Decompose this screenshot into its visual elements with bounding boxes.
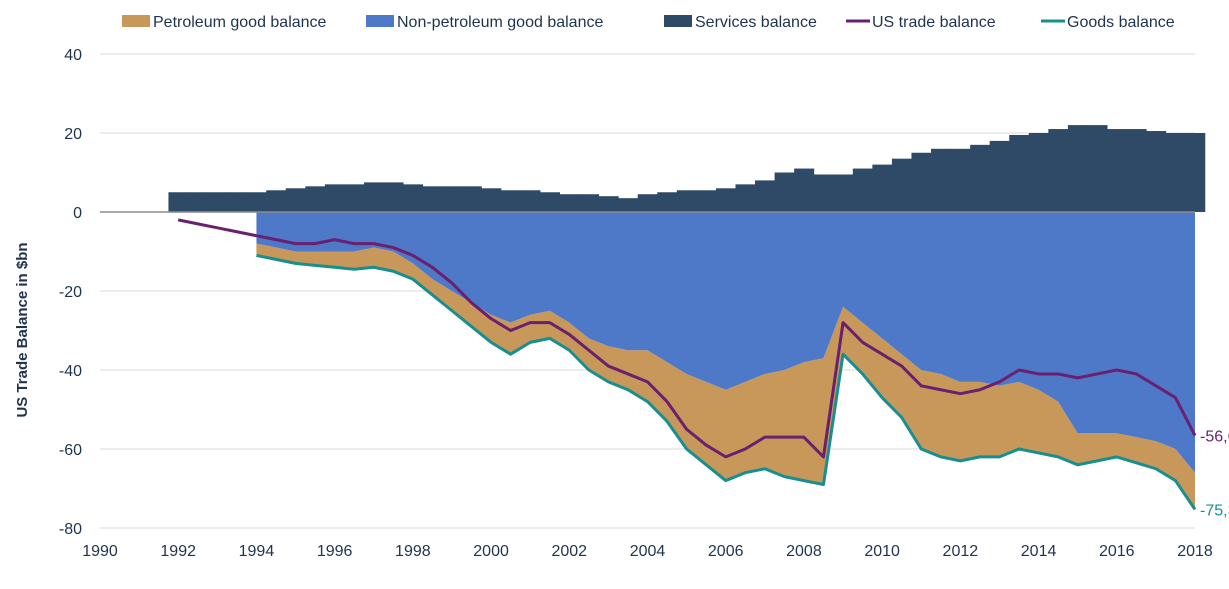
services-bar (1107, 129, 1128, 212)
x-tick-label: 2014 (1021, 543, 1057, 560)
services-bar (1067, 125, 1088, 212)
services-bar (422, 186, 443, 212)
services-bar (559, 194, 580, 212)
x-tick-label: 2016 (1099, 543, 1135, 560)
x-tick-label: 2000 (473, 543, 509, 560)
y-tick-label: -60 (59, 442, 82, 459)
x-tick-label: 1996 (317, 543, 353, 560)
y-tick-label: 40 (64, 47, 82, 64)
services-bar (579, 194, 600, 212)
x-tick-label: 1990 (82, 543, 118, 560)
services-bar (911, 152, 932, 212)
services-bar (1185, 133, 1206, 212)
services-bar (1087, 125, 1108, 212)
area-series (256, 212, 1195, 509)
x-tick-label: 2002 (551, 543, 587, 560)
services-bar (344, 184, 365, 212)
services-bar (305, 186, 326, 212)
services-bar (324, 184, 345, 212)
services-bar (715, 188, 736, 212)
services-bar (696, 190, 717, 212)
services-bar (539, 192, 561, 212)
legend-swatch (664, 15, 692, 27)
y-tick-label: 20 (64, 126, 82, 143)
y-tick-label: -80 (59, 521, 82, 538)
x-tick-label: 2010 (864, 543, 900, 560)
services-bar (813, 174, 834, 212)
services-bar (676, 190, 697, 212)
services-bar (755, 180, 776, 212)
non-petroleum-area (256, 212, 1195, 473)
goods-balance-line (256, 253, 1197, 511)
services-bar (187, 192, 209, 212)
x-tick-label: 1992 (160, 543, 196, 560)
services-bar (500, 190, 521, 212)
x-tick-label: 2008 (786, 543, 822, 560)
services-bar (598, 196, 619, 212)
services-bar (227, 192, 248, 212)
y-tick-label: 0 (73, 205, 82, 222)
services-bar (833, 174, 854, 212)
services-bar (207, 192, 228, 212)
end-labels: -56,6 -75,3 (1200, 429, 1229, 520)
x-tick-label: 2006 (708, 543, 744, 560)
services-bar (774, 172, 795, 212)
end-value-label: -75,3 (1200, 502, 1229, 519)
y-tick-label: -20 (59, 284, 82, 301)
legend-label: Services balance (695, 14, 817, 31)
x-tick-label: 1994 (239, 543, 275, 560)
y-tick-label: -40 (59, 363, 82, 380)
services-bar (1146, 131, 1167, 212)
services-bar (442, 186, 463, 212)
services-bar (1028, 133, 1049, 212)
services-bar (1126, 129, 1147, 212)
services-bar (383, 182, 404, 212)
services-bar (520, 190, 541, 212)
services-bar (931, 148, 952, 212)
services-bar (1165, 133, 1186, 212)
legend-label: US trade balance (872, 14, 996, 31)
end-value-label: -56,6 (1200, 429, 1229, 446)
services-bar (285, 188, 306, 212)
petroleum-area (256, 243, 1195, 509)
legend-swatch (366, 15, 394, 27)
services-bars (168, 125, 1206, 212)
services-bar (266, 190, 287, 212)
legend-label: Non-petroleum good balance (397, 14, 603, 31)
services-bar (168, 192, 189, 212)
services-bar (950, 148, 971, 212)
services-bar (872, 164, 893, 212)
us-trade-balance-line (177, 218, 1197, 459)
y-axis-label: US Trade Balance in $bn (14, 242, 31, 417)
services-bar (735, 184, 756, 212)
services-bar (246, 192, 267, 212)
services-bar (657, 192, 678, 212)
services-bar (794, 168, 815, 212)
legend-label: Goods balance (1067, 14, 1175, 31)
services-bar (1009, 134, 1030, 212)
legend-swatch (122, 15, 150, 27)
services-bar (403, 184, 424, 212)
x-tick-label: 1998 (395, 543, 431, 560)
x-tick-label: 2018 (1177, 543, 1213, 560)
x-tick-label: 2004 (630, 543, 666, 560)
services-bar (461, 186, 482, 212)
services-bar (637, 194, 658, 212)
services-bar (1048, 129, 1069, 212)
services-bar (481, 188, 502, 212)
services-bar (989, 140, 1010, 212)
line-series (177, 218, 1197, 511)
services-bar (891, 158, 912, 212)
services-bar (363, 182, 385, 212)
x-tick-label: 2012 (943, 543, 979, 560)
legend-label: Petroleum good balance (153, 14, 327, 31)
legend: Petroleum good balance Non-petroleum good… (122, 14, 1175, 31)
services-bar (852, 168, 873, 212)
services-bar (618, 198, 639, 212)
services-bar (970, 144, 991, 212)
